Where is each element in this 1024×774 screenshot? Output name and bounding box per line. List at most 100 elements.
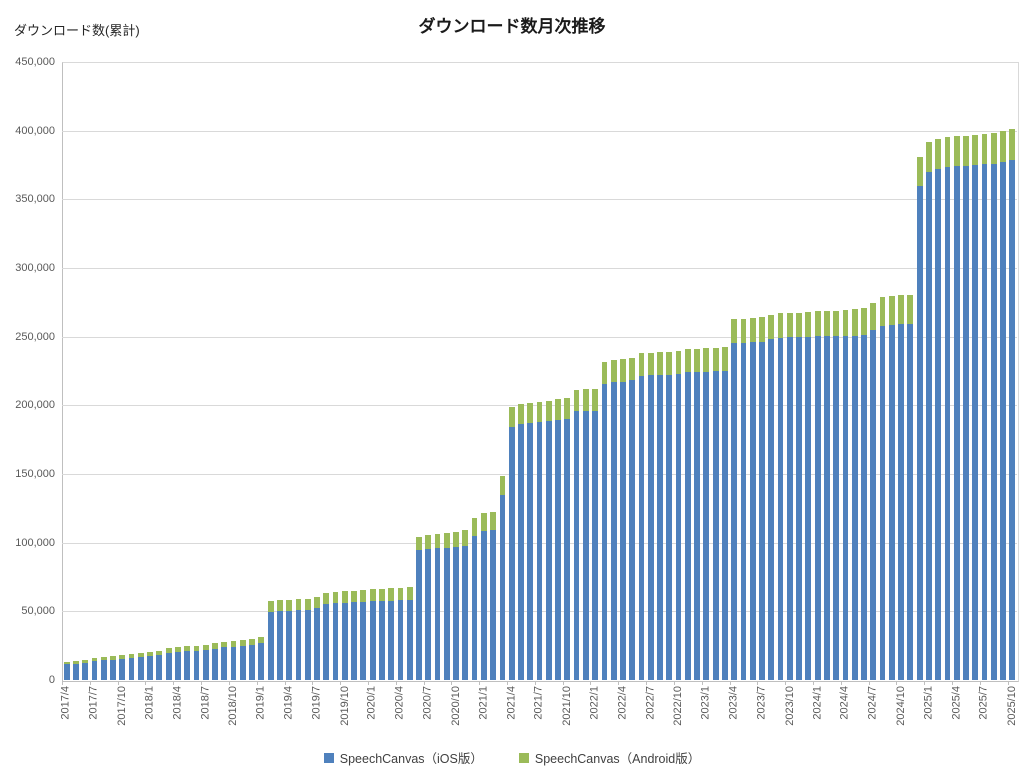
x-axis-tickmark xyxy=(757,681,759,685)
x-axis-tickmark xyxy=(729,681,731,685)
bar-segment-ios xyxy=(193,651,200,680)
x-tick-label: 2021/7 xyxy=(533,686,545,720)
x-tick-label: 2019/10 xyxy=(338,686,351,726)
x-tick-label: 2021/4 xyxy=(505,686,518,720)
x-axis-tickmark xyxy=(62,681,63,685)
bar-segment-ios xyxy=(304,609,311,680)
bar-segment-android xyxy=(202,645,209,651)
bar-segment-ios xyxy=(221,647,228,680)
bar-segment-android xyxy=(620,359,626,382)
bar-segment-android xyxy=(518,404,524,424)
bar-segment-ios xyxy=(601,383,608,680)
bar-segment-ios xyxy=(694,372,701,680)
bar-segment-ios xyxy=(323,604,330,680)
x-tick-label: 2019/7 xyxy=(310,686,323,720)
bar-segment-android xyxy=(471,518,478,537)
bar-segment-ios xyxy=(397,600,404,680)
x-axis-tickmark xyxy=(201,681,203,685)
bar-segment-android xyxy=(416,536,422,551)
bar-segment-ios xyxy=(740,342,747,680)
bar-segment-android xyxy=(388,588,395,601)
bar-segment-ios xyxy=(239,645,246,680)
bar-segment-ios xyxy=(981,164,988,680)
bar-segment-ios xyxy=(63,664,70,680)
x-axis-tickmark xyxy=(979,681,981,685)
x-axis-tickmark xyxy=(395,681,397,685)
bar-segment-android xyxy=(545,400,552,422)
x-axis-tickmark xyxy=(813,681,815,685)
bar-segment-android xyxy=(601,361,608,384)
bar-segment-android xyxy=(258,636,265,644)
bar-segment-ios xyxy=(814,336,821,680)
bar-segment-ios xyxy=(341,602,348,680)
bar-segment-ios xyxy=(82,662,89,680)
bar-segment-android xyxy=(666,351,673,375)
gridline xyxy=(62,199,1017,201)
bar-segment-ios xyxy=(137,657,144,680)
bar-segment-android xyxy=(174,646,181,652)
bar-segment-android xyxy=(749,317,756,342)
x-tick-label: 2022/4 xyxy=(616,686,629,720)
x-axis-tickmark xyxy=(507,681,509,685)
bar-segment-ios xyxy=(972,165,979,680)
bar-segment-ios xyxy=(527,423,534,680)
bar-segment-android xyxy=(110,655,116,660)
bar-segment-android xyxy=(1009,129,1016,161)
x-tick-label: 2017/4 xyxy=(60,686,73,720)
bar-segment-ios xyxy=(620,381,626,680)
bar-segment-ios xyxy=(545,421,552,680)
bar-segment-android xyxy=(796,312,802,338)
bar-segment-ios xyxy=(286,610,293,680)
bar-segment-android xyxy=(916,156,923,187)
bar-segment-ios xyxy=(165,652,172,680)
x-axis-tickmark xyxy=(562,681,564,685)
bar-segment-ios xyxy=(267,611,274,680)
bar-segment-ios xyxy=(805,336,812,680)
x-tick-label: 2024/1 xyxy=(811,686,824,720)
bar-segment-ios xyxy=(592,410,599,680)
bar-segment-android xyxy=(694,349,701,373)
bar-segment-android xyxy=(397,587,404,601)
y-tick-label: 200,000 xyxy=(15,399,55,412)
x-tick-label: 2025/10 xyxy=(1005,686,1018,726)
bar-segment-ios xyxy=(536,421,543,680)
bar-segment-android xyxy=(990,133,997,164)
x-tick-label: 2018/10 xyxy=(227,686,240,726)
y-tick-label: 0 xyxy=(48,674,55,686)
x-tick-label: 2024/4 xyxy=(838,686,851,720)
bar-segment-android xyxy=(536,401,543,422)
bar-segment-android xyxy=(82,659,89,663)
bar-segment-android xyxy=(851,309,858,336)
x-axis-tickmark xyxy=(785,681,787,685)
bar-segment-ios xyxy=(276,611,283,680)
bar-segment-ios xyxy=(731,343,738,680)
bar-segment-android xyxy=(879,297,886,326)
bar-segment-android xyxy=(100,656,107,661)
bar-segment-android xyxy=(137,653,144,658)
bar-segment-ios xyxy=(100,660,107,680)
bar-segment-ios xyxy=(990,163,997,680)
bar-segment-ios xyxy=(406,599,413,680)
bar-segment-android xyxy=(91,657,98,662)
bar-segment-android xyxy=(165,648,172,653)
bar-segment-ios xyxy=(786,337,793,680)
bar-segment-ios xyxy=(91,661,98,680)
bar-segment-android xyxy=(842,310,849,336)
x-tick-label: 2023/4 xyxy=(727,686,740,720)
x-axis-tickmark xyxy=(423,681,425,685)
bar-segment-android xyxy=(378,588,385,602)
bar-segment-android xyxy=(443,533,450,548)
bar-segment-ios xyxy=(638,375,645,680)
bar-segment-ios xyxy=(174,651,181,680)
x-axis-tickmark xyxy=(228,681,230,685)
bar-segment-ios xyxy=(110,659,116,680)
bar-segment-ios xyxy=(471,536,478,680)
bar-segment-ios xyxy=(425,548,432,680)
bar-segment-android xyxy=(527,403,534,424)
ios-legend-label: SpeechCanvas（iOS版） xyxy=(339,752,483,766)
x-axis-tickmark xyxy=(1007,681,1009,685)
bar-segment-ios xyxy=(462,545,469,680)
x-tick-label: 2025/7 xyxy=(978,686,991,720)
y-axis-title: ダウンロード数(累計) xyxy=(14,23,140,38)
